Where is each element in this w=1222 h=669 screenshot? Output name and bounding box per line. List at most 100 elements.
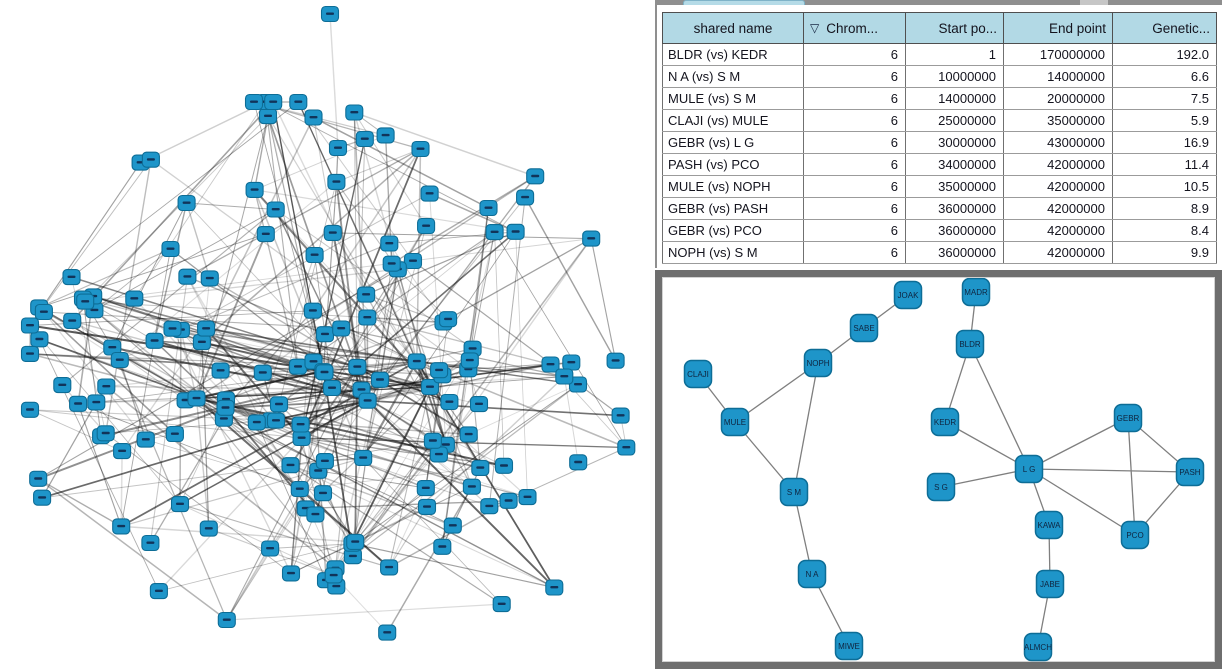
network-node[interactable]: [420, 378, 440, 396]
network-node[interactable]: [305, 246, 324, 264]
network-node[interactable]: [429, 446, 448, 463]
table-cell[interactable]: 7.5: [1112, 87, 1217, 110]
network-edge[interactable]: [388, 506, 428, 568]
network-edge[interactable]: [41, 402, 97, 499]
network-node[interactable]: [145, 332, 164, 349]
network-edge[interactable]: [429, 376, 565, 388]
table-cell[interactable]: 1: [905, 43, 1004, 66]
network-node[interactable]: [355, 130, 374, 148]
network-node[interactable]: [433, 538, 452, 555]
network-node[interactable]: [97, 378, 116, 395]
network-node-jabe[interactable]: JABE: [1035, 569, 1065, 599]
network-edge[interactable]: [29, 409, 123, 452]
network-node[interactable]: [606, 352, 625, 369]
network-node[interactable]: [378, 624, 397, 641]
network-edge[interactable]: [154, 242, 390, 342]
network-node[interactable]: [112, 518, 131, 535]
network-node-almch[interactable]: ALMCH: [1023, 632, 1053, 662]
network-node[interactable]: [178, 268, 197, 285]
network-edge[interactable]: [388, 386, 431, 568]
network-edge[interactable]: [425, 375, 444, 489]
column-header-chromosome[interactable]: ▽ Chrom...: [803, 12, 906, 44]
network-edge[interactable]: [106, 385, 362, 391]
network-edge[interactable]: [253, 189, 431, 388]
table-cell[interactable]: 35000000: [905, 175, 1004, 198]
network-edge[interactable]: [322, 371, 354, 557]
network-edge[interactable]: [1028, 468, 1191, 473]
network-edge[interactable]: [354, 384, 579, 543]
network-edge[interactable]: [158, 437, 303, 592]
network-edge[interactable]: [301, 437, 627, 449]
network-edge[interactable]: [379, 269, 399, 380]
network-node-kawa[interactable]: KAWA: [1034, 510, 1064, 540]
network-node[interactable]: [354, 449, 373, 466]
network-node-bldr[interactable]: BLDR: [955, 329, 985, 359]
network-edge[interactable]: [121, 328, 207, 452]
network-edge[interactable]: [120, 451, 123, 527]
network-edge[interactable]: [351, 403, 480, 545]
network-node-miwe[interactable]: MIWE: [834, 631, 864, 661]
network-edge[interactable]: [253, 189, 299, 367]
network-edge[interactable]: [362, 457, 502, 605]
network-node[interactable]: [322, 379, 342, 397]
network-edge[interactable]: [415, 361, 447, 446]
network-node[interactable]: [417, 498, 437, 515]
network-node[interactable]: [141, 534, 160, 552]
network-node[interactable]: [323, 224, 342, 241]
table-cell[interactable]: 6: [803, 197, 906, 220]
network-node[interactable]: [76, 293, 95, 310]
table-cell[interactable]: 36000000: [905, 197, 1004, 220]
network-node[interactable]: [462, 478, 481, 495]
network-node-noph[interactable]: NOPH: [803, 348, 833, 378]
network-edge[interactable]: [256, 422, 327, 581]
network-edge[interactable]: [438, 238, 592, 455]
network-edge[interactable]: [524, 197, 617, 362]
table-cell[interactable]: 34000000: [905, 153, 1004, 176]
network-edge[interactable]: [367, 399, 621, 417]
network-edge[interactable]: [180, 193, 430, 331]
network-node[interactable]: [376, 127, 395, 144]
network-edge[interactable]: [105, 432, 292, 574]
network-edge[interactable]: [253, 115, 269, 191]
network-node[interactable]: [113, 443, 132, 460]
network-node[interactable]: [136, 431, 155, 448]
network-edge[interactable]: [969, 343, 1030, 470]
network-node[interactable]: [518, 489, 537, 506]
network-edge[interactable]: [94, 209, 276, 311]
table-cell[interactable]: 8.9: [1112, 197, 1217, 220]
network-edge[interactable]: [158, 541, 356, 592]
network-edge[interactable]: [226, 379, 381, 621]
network-node-kedr[interactable]: KEDR: [930, 407, 960, 437]
network-edge[interactable]: [179, 329, 182, 505]
network-edge[interactable]: [72, 320, 263, 374]
network-edge[interactable]: [149, 276, 188, 544]
network-edge[interactable]: [61, 209, 277, 386]
table-row[interactable]: N A (vs) S M 6 10000000 14000000 6.6: [662, 65, 1217, 88]
network-edge[interactable]: [367, 316, 551, 366]
table-row[interactable]: NOPH (vs) S M 6 36000000 42000000 9.9: [662, 241, 1217, 264]
network-node[interactable]: [611, 407, 630, 424]
network-node[interactable]: [315, 364, 334, 381]
network-node-pco[interactable]: PCO: [1120, 520, 1150, 550]
network-node[interactable]: [324, 567, 343, 584]
network-node[interactable]: [69, 395, 88, 412]
network-edge[interactable]: [278, 181, 337, 405]
network-node[interactable]: [245, 181, 264, 198]
network-edge[interactable]: [441, 207, 490, 547]
network-edge[interactable]: [1028, 417, 1129, 470]
network-edge[interactable]: [180, 329, 353, 545]
table-row[interactable]: GEBR (vs) L G 6 30000000 43000000 16.9: [662, 131, 1217, 154]
network-node[interactable]: [306, 506, 325, 523]
network-edge[interactable]: [290, 464, 555, 588]
network-edge[interactable]: [416, 348, 473, 362]
main-network-view[interactable]: [0, 0, 655, 669]
network-node[interactable]: [303, 302, 322, 319]
network-edge[interactable]: [297, 231, 495, 368]
table-cell[interactable]: 43000000: [1003, 131, 1113, 154]
network-edge[interactable]: [253, 101, 325, 373]
network-edge[interactable]: [37, 406, 226, 480]
network-node[interactable]: [382, 255, 401, 272]
network-edge[interactable]: [262, 360, 417, 374]
network-node[interactable]: [417, 217, 436, 235]
table-cell[interactable]: GEBR (vs) L G: [662, 131, 804, 154]
